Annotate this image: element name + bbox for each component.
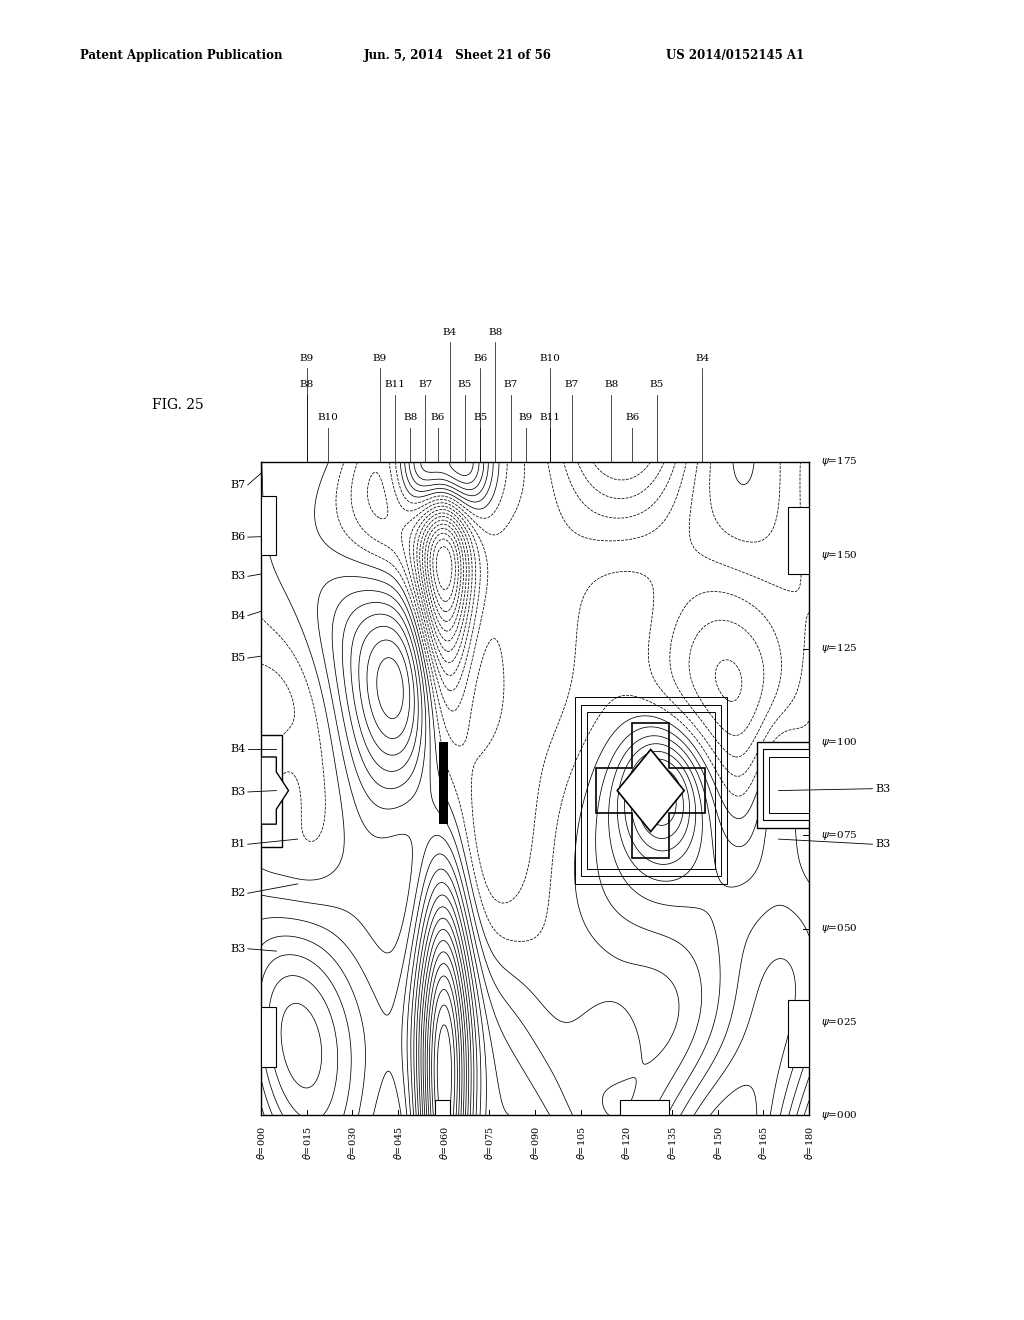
Text: $\psi$=100: $\psi$=100 (821, 735, 858, 748)
Text: B4: B4 (695, 354, 710, 363)
Text: $\theta$=150: $\theta$=150 (712, 1126, 724, 1160)
Text: B1: B1 (230, 840, 246, 849)
Text: $\psi$=075: $\psi$=075 (821, 829, 858, 842)
Text: $\theta$=015: $\theta$=015 (301, 1126, 312, 1160)
Bar (769, 756, 809, 813)
Text: B2: B2 (230, 888, 246, 898)
Bar (434, 1101, 450, 1115)
Text: B8: B8 (403, 413, 418, 422)
Bar (787, 999, 809, 1067)
Bar (261, 495, 276, 556)
Text: B4: B4 (230, 744, 246, 755)
Text: $\psi$=150: $\psi$=150 (821, 549, 858, 562)
Bar (581, 705, 721, 876)
Text: $\theta$=135: $\theta$=135 (666, 1126, 678, 1160)
Bar (787, 507, 809, 574)
Text: B3: B3 (230, 572, 246, 581)
Text: B7: B7 (564, 380, 579, 389)
Text: B5: B5 (473, 413, 487, 422)
Text: Patent Application Publication: Patent Application Publication (80, 49, 283, 62)
Text: B6: B6 (626, 413, 640, 422)
Text: B3: B3 (876, 840, 891, 849)
Text: B3: B3 (876, 784, 891, 793)
Text: B6: B6 (473, 354, 487, 363)
Text: $\psi$=050: $\psi$=050 (821, 923, 858, 935)
Text: B8: B8 (604, 380, 618, 389)
Text: B5: B5 (458, 380, 472, 389)
Text: B9: B9 (519, 413, 534, 422)
Polygon shape (261, 756, 289, 824)
Text: $\theta$=030: $\theta$=030 (346, 1126, 358, 1160)
Text: B6: B6 (430, 413, 444, 422)
Text: US 2014/0152145 A1: US 2014/0152145 A1 (666, 49, 804, 62)
Text: $\theta$=105: $\theta$=105 (574, 1126, 587, 1160)
Text: B8: B8 (300, 380, 314, 389)
Text: B7: B7 (230, 480, 246, 490)
Text: B7: B7 (419, 380, 432, 389)
Text: B3: B3 (230, 944, 246, 954)
Text: $\theta$=090: $\theta$=090 (529, 1126, 541, 1160)
Polygon shape (617, 750, 684, 832)
Text: B6: B6 (230, 532, 246, 543)
Text: $\theta$=180: $\theta$=180 (803, 1126, 815, 1160)
Text: $\theta$=000: $\theta$=000 (255, 1126, 267, 1160)
Text: $\theta$=075: $\theta$=075 (483, 1126, 496, 1160)
Text: Jun. 5, 2014   Sheet 21 of 56: Jun. 5, 2014 Sheet 21 of 56 (364, 49, 551, 62)
Bar (587, 713, 715, 869)
Text: $\theta$=165: $\theta$=165 (758, 1126, 769, 1160)
Text: B5: B5 (230, 653, 246, 663)
Text: B11: B11 (540, 413, 561, 422)
Text: FIG. 25: FIG. 25 (152, 399, 204, 412)
Text: B4: B4 (230, 611, 246, 620)
Text: B3: B3 (230, 787, 246, 797)
Bar (261, 734, 283, 846)
Text: $\psi$=175: $\psi$=175 (821, 455, 858, 469)
Text: $\psi$=000: $\psi$=000 (821, 1109, 858, 1122)
Text: $\theta$=120: $\theta$=120 (621, 1126, 633, 1160)
Text: B9: B9 (373, 354, 387, 363)
Text: $\theta$=045: $\theta$=045 (392, 1126, 404, 1160)
Text: $\psi$=025: $\psi$=025 (821, 1015, 858, 1028)
Text: $\theta$=060: $\theta$=060 (437, 1126, 450, 1160)
Text: $\psi$=125: $\psi$=125 (821, 643, 858, 655)
Bar (439, 742, 449, 824)
Bar (621, 1101, 669, 1115)
Bar (757, 742, 809, 828)
Bar (763, 750, 809, 821)
Text: B4: B4 (442, 327, 457, 337)
Text: B10: B10 (540, 354, 561, 363)
Text: B11: B11 (385, 380, 406, 389)
Text: B8: B8 (488, 327, 503, 337)
Bar (261, 1007, 276, 1067)
Text: B7: B7 (504, 380, 518, 389)
Bar (574, 697, 727, 884)
Text: B5: B5 (649, 380, 664, 389)
Text: B9: B9 (300, 354, 314, 363)
Text: B10: B10 (317, 413, 339, 422)
